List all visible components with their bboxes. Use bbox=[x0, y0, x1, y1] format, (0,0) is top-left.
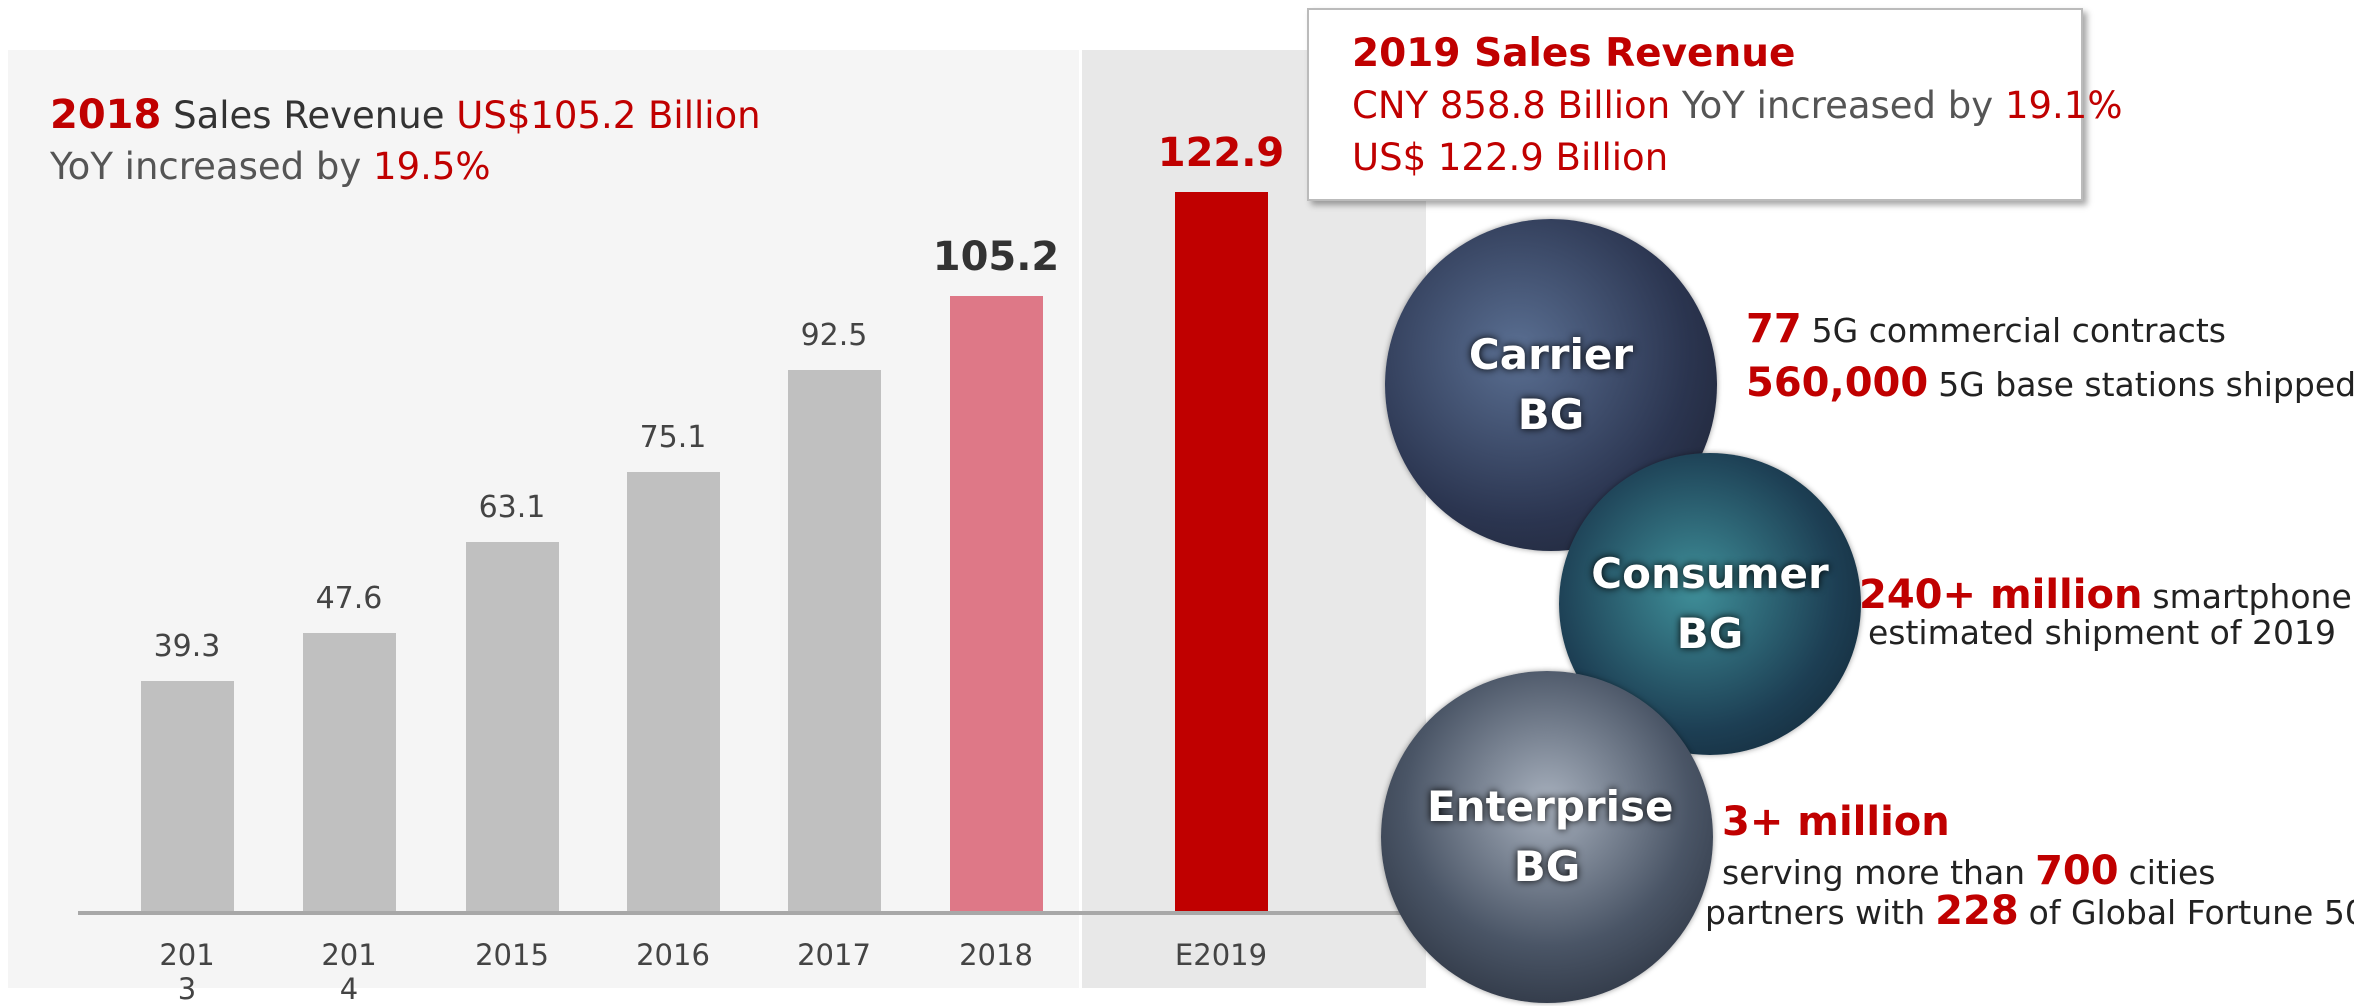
stat-text: 5G base stations shipped bbox=[1938, 365, 2354, 404]
value-label: 47.6 bbox=[269, 581, 429, 616]
value-label: 92.5 bbox=[754, 318, 914, 353]
callout-usd: US$ 122.9 Billion bbox=[1352, 132, 2081, 184]
stat-line: 77 5G commercial contracts bbox=[1746, 306, 2236, 352]
bg-name: Enterprise BG bbox=[1427, 777, 1667, 897]
callout-title: 2019 Sales Revenue bbox=[1352, 28, 2081, 80]
stat-number: 3+ million bbox=[1722, 799, 1950, 845]
value-label: 75.1 bbox=[593, 420, 753, 455]
bar bbox=[1175, 192, 1268, 911]
bar bbox=[466, 542, 559, 911]
stat-text: serving more than bbox=[1722, 853, 2025, 892]
stat-text: partners with bbox=[1705, 893, 1925, 932]
stat-number: 240+ million bbox=[1859, 572, 2142, 618]
stat-line: 560,000 5G base stations shipped bbox=[1746, 360, 2354, 406]
headline: 2018 Sales Revenue US$105.2 Billion YoY … bbox=[50, 92, 761, 196]
bg-name: Carrier BG bbox=[1441, 325, 1661, 445]
stat-text: cities bbox=[2129, 853, 2216, 892]
x-tick-label: 2016 bbox=[613, 938, 733, 972]
x-tick-label: 2018 bbox=[936, 938, 1056, 972]
bg-circle: Enterprise BG bbox=[1381, 671, 1713, 1003]
headline-yoy: 19.5% bbox=[373, 145, 491, 188]
stat-number: 228 bbox=[1935, 888, 2019, 934]
value-label: 105.2 bbox=[916, 234, 1076, 280]
callout-yoy-label: YoY increased by bbox=[1682, 84, 1993, 127]
stat-line: estimated shipment of 2019 bbox=[1868, 613, 2346, 652]
x-tick-label: 2014 bbox=[319, 938, 379, 1006]
stat-line: 3+ million bbox=[1722, 799, 1960, 845]
bar bbox=[788, 370, 881, 911]
x-tick-label: 2013 bbox=[157, 938, 217, 1006]
stat-number: 560,000 bbox=[1746, 360, 1928, 406]
headline-year: 2018 bbox=[50, 92, 161, 138]
value-label: 122.9 bbox=[1141, 130, 1301, 176]
x-tick-label: 2015 bbox=[452, 938, 572, 972]
stat-text: estimated shipment of 2019 bbox=[1868, 613, 2336, 652]
bar bbox=[627, 472, 720, 911]
baseline bbox=[78, 911, 1426, 915]
stat-text: 5G commercial contracts bbox=[1812, 311, 2226, 350]
stat-number: 77 bbox=[1746, 306, 1802, 352]
headline-yoy-label: YoY increased by bbox=[50, 145, 361, 188]
bar bbox=[950, 296, 1043, 911]
stat-text: smartphone bbox=[2152, 577, 2351, 616]
bar bbox=[303, 633, 396, 911]
x-tick-label: 2017 bbox=[774, 938, 894, 972]
value-label: 63.1 bbox=[432, 490, 592, 525]
x-tick-label: E2019 bbox=[1161, 938, 1281, 972]
callout-yoy: 19.1% bbox=[2005, 84, 2123, 127]
headline-amount: US$105.2 Billion bbox=[456, 94, 760, 137]
value-label: 39.3 bbox=[107, 629, 267, 664]
stat-line: 240+ million smartphone bbox=[1859, 572, 2354, 618]
headline-label: Sales Revenue bbox=[173, 94, 444, 137]
bar bbox=[141, 681, 234, 911]
callout-cny: CNY 858.8 Billion bbox=[1352, 84, 1670, 127]
callout-box: 2019 Sales Revenue CNY 858.8 Billion YoY… bbox=[1307, 8, 2083, 201]
page: 39.3201347.6201463.1201575.1201692.52017… bbox=[0, 0, 2354, 998]
stat-line: partners with 228 of Global Fortune 500 bbox=[1705, 888, 2354, 934]
stat-text: of Global Fortune 500 bbox=[2029, 893, 2354, 932]
bg-name: Consumer BG bbox=[1590, 544, 1830, 664]
